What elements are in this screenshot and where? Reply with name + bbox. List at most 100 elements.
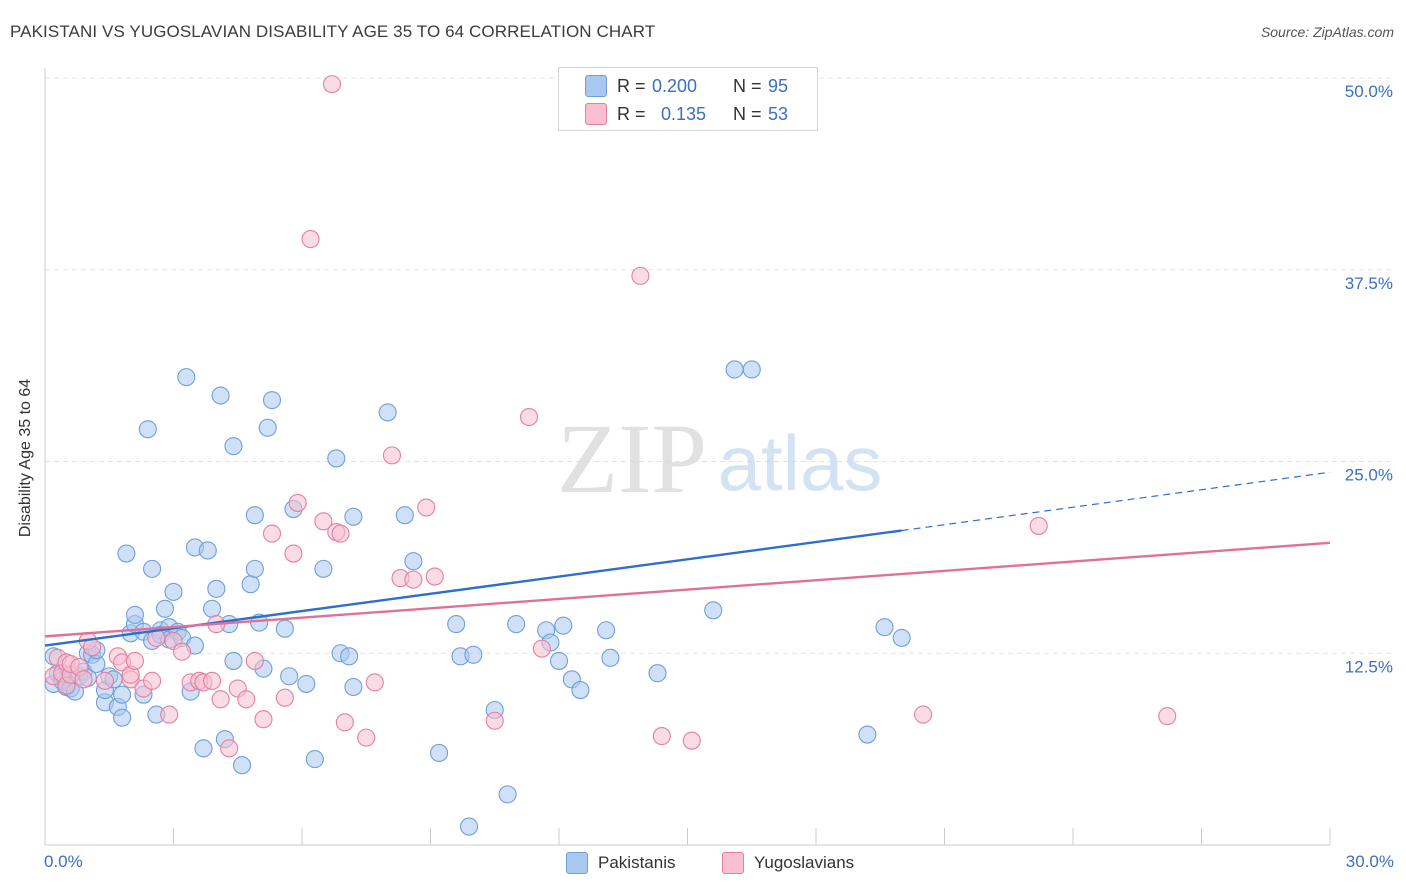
point-yugoslavians — [519, 407, 539, 427]
legend-swatch-pakistanis — [566, 852, 588, 874]
point-pakistanis — [704, 601, 723, 620]
point-pakistanis — [262, 391, 282, 410]
point-pakistanis — [340, 647, 359, 666]
y-tick-label: 37.5% — [1345, 274, 1393, 293]
point-yugoslavians — [220, 739, 239, 758]
point-yugoslavians — [262, 524, 282, 543]
point-yugoslavians — [284, 544, 303, 563]
point-pakistanis — [404, 552, 423, 571]
legend-n-label: N = — [733, 75, 762, 96]
watermark-zip: ZIP — [557, 403, 707, 514]
point-yugoslavians — [74, 670, 93, 689]
point-pakistanis — [447, 615, 466, 634]
point-pakistanis — [198, 541, 217, 560]
trend-extension-pakistanis — [901, 471, 1331, 532]
point-pakistanis — [245, 506, 264, 525]
point-yugoslavians — [1158, 707, 1177, 726]
point-pakistanis — [892, 628, 911, 647]
point-yugoslavians — [203, 671, 222, 690]
legend-n-label: N = — [733, 103, 762, 124]
point-pakistanis — [464, 645, 483, 664]
point-pakistanis — [875, 618, 894, 637]
point-pakistanis — [138, 420, 157, 439]
point-pakistanis — [232, 756, 252, 775]
point-yugoslavians — [417, 498, 436, 517]
point-pakistanis — [275, 619, 294, 638]
point-yugoslavians — [301, 230, 320, 249]
point-yugoslavians — [335, 713, 354, 732]
point-pakistanis — [742, 360, 761, 379]
point-pakistanis — [241, 575, 260, 594]
point-yugoslavians — [485, 711, 504, 730]
y-axis-label: Disability Age 35 to 64 — [17, 378, 34, 538]
point-pakistanis — [498, 785, 517, 804]
legend-label-pakistanis: Pakistanis — [598, 853, 676, 872]
point-pakistanis — [858, 725, 877, 744]
point-pakistanis — [571, 681, 590, 700]
point-pakistanis — [344, 507, 363, 526]
y-tick-label: 50.0% — [1345, 82, 1393, 101]
point-yugoslavians — [331, 524, 350, 543]
point-pakistanis — [155, 599, 174, 618]
point-yugoslavians — [95, 671, 115, 690]
legend-r-value: 0.135 — [661, 103, 707, 124]
legend-n-value: 53 — [768, 103, 789, 124]
point-pakistanis — [125, 605, 144, 624]
source-label: Source: ZipAtlas.com — [1260, 24, 1394, 40]
point-yugoslavians — [1029, 516, 1048, 535]
legend-label-yugoslavians: Yugoslavians — [754, 853, 855, 872]
legend-r-label: R = — [617, 75, 646, 96]
point-yugoslavians — [357, 728, 376, 747]
point-yugoslavians — [237, 690, 256, 709]
point-yugoslavians — [254, 710, 273, 729]
point-pakistanis — [395, 506, 414, 525]
point-pakistanis — [344, 677, 363, 697]
point-yugoslavians — [160, 705, 179, 724]
legend-swatch-yugoslavians — [722, 852, 744, 874]
point-pakistanis — [211, 386, 230, 405]
point-pakistanis — [224, 651, 243, 670]
point-pakistanis — [327, 449, 346, 468]
x-axis-max-label: 30.0% — [1345, 852, 1394, 871]
correlation-legend: R = 0.200 N = 95 R = 0.135 N = 53 — [558, 67, 818, 131]
point-pakistanis — [430, 743, 449, 763]
point-yugoslavians — [275, 688, 294, 707]
point-pakistanis — [648, 664, 667, 683]
point-pakistanis — [143, 559, 162, 578]
y-tick-label: 12.5% — [1345, 657, 1393, 676]
point-yugoslavians — [404, 570, 423, 589]
point-pakistanis — [224, 437, 243, 456]
point-yugoslavians — [125, 651, 144, 670]
x-axis-min-label: 0.0% — [44, 852, 83, 871]
point-yugoslavians — [532, 639, 551, 658]
legend-r-value: 0.200 — [652, 75, 698, 96]
point-pakistanis — [194, 739, 213, 758]
point-yugoslavians — [211, 690, 230, 709]
legend-item-yugoslavians: Yugoslavians — [722, 852, 854, 874]
point-pakistanis — [203, 599, 222, 618]
point-pakistanis — [554, 616, 573, 635]
point-pakistanis — [113, 708, 132, 727]
point-pakistanis — [601, 648, 620, 667]
point-pakistanis — [164, 582, 183, 601]
point-pakistanis — [459, 817, 479, 836]
legend-swatch-yugoslavians — [585, 103, 607, 125]
point-pakistanis — [113, 685, 132, 704]
point-yugoslavians — [143, 671, 162, 690]
chart-title: PAKISTANI VS YUGOSLAVIAN DISABILITY AGE … — [10, 22, 656, 41]
watermark-atlas: atlas — [718, 419, 883, 507]
legend-n-value: 95 — [768, 75, 789, 96]
point-pakistanis — [177, 368, 196, 387]
point-yugoslavians — [314, 512, 333, 531]
point-yugoslavians — [173, 642, 192, 661]
y-tick-label: 25.0% — [1345, 466, 1393, 485]
point-pakistanis — [297, 674, 316, 693]
point-pakistanis — [117, 544, 136, 563]
point-pakistanis — [207, 579, 226, 598]
trend-line-yugoslavians — [44, 541, 1331, 638]
legend-r-label: R = — [617, 103, 646, 124]
point-pakistanis — [507, 615, 526, 634]
point-pakistanis — [258, 418, 277, 437]
point-yugoslavians — [914, 705, 933, 724]
